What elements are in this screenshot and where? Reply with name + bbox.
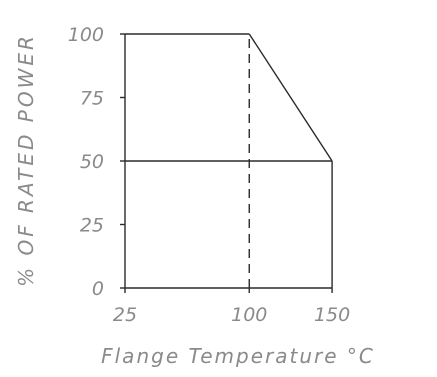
x-tick-label: 25 xyxy=(113,304,137,326)
tick-labels: 0 25 50 75 100 25 100 150 xyxy=(68,24,350,326)
y-tick-label: 50 xyxy=(80,151,104,173)
y-tick-label: 25 xyxy=(80,215,104,237)
y-tick-label: 0 xyxy=(92,278,104,300)
x-tick-label: 100 xyxy=(231,304,267,326)
y-tick-label: 100 xyxy=(68,24,104,46)
y-axis-label: % OF RATED POWER xyxy=(14,33,38,287)
plot-lines xyxy=(120,33,333,293)
y-tick-label: 75 xyxy=(80,88,104,110)
x-tick-label: 150 xyxy=(314,304,350,326)
x-axis-label: Flange Temperature °C xyxy=(101,344,375,368)
derating-curve-segment-1 xyxy=(248,33,333,162)
